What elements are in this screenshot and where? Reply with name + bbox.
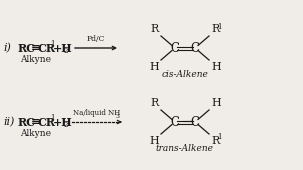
Text: ≡: ≡ [31,116,40,128]
Text: 1: 1 [217,133,221,141]
Text: Na/liquid NH: Na/liquid NH [73,109,121,117]
Text: ii): ii) [3,117,14,127]
Text: CR: CR [38,42,56,54]
Text: RC: RC [18,116,36,128]
Text: C: C [191,115,199,129]
Text: Pd/C: Pd/C [87,35,105,43]
Text: R: R [151,98,159,108]
Text: 1: 1 [217,23,221,31]
Text: RC: RC [18,42,36,54]
Text: +H: +H [53,116,73,128]
Text: C: C [171,41,179,55]
Text: H: H [211,62,221,72]
Text: i): i) [3,43,11,53]
Text: 1: 1 [50,115,55,123]
Text: cis-Alkene: cis-Alkene [161,70,208,79]
Text: ≡: ≡ [31,42,40,54]
Text: H: H [149,136,159,146]
Text: 2: 2 [64,47,68,55]
Text: trans-Alkene: trans-Alkene [156,144,214,153]
Text: CR: CR [38,116,56,128]
Text: H: H [149,62,159,72]
Text: 1: 1 [50,40,55,48]
Text: C: C [191,41,199,55]
Text: R: R [151,24,159,34]
Text: R: R [211,136,219,146]
Text: +H: +H [53,42,73,54]
Text: H: H [211,98,221,108]
Text: R: R [211,24,219,34]
Text: 2: 2 [64,121,68,129]
Text: Alkyne: Alkyne [20,130,51,139]
Text: C: C [171,115,179,129]
Text: 3: 3 [115,114,119,118]
Text: Alkyne: Alkyne [20,55,51,64]
